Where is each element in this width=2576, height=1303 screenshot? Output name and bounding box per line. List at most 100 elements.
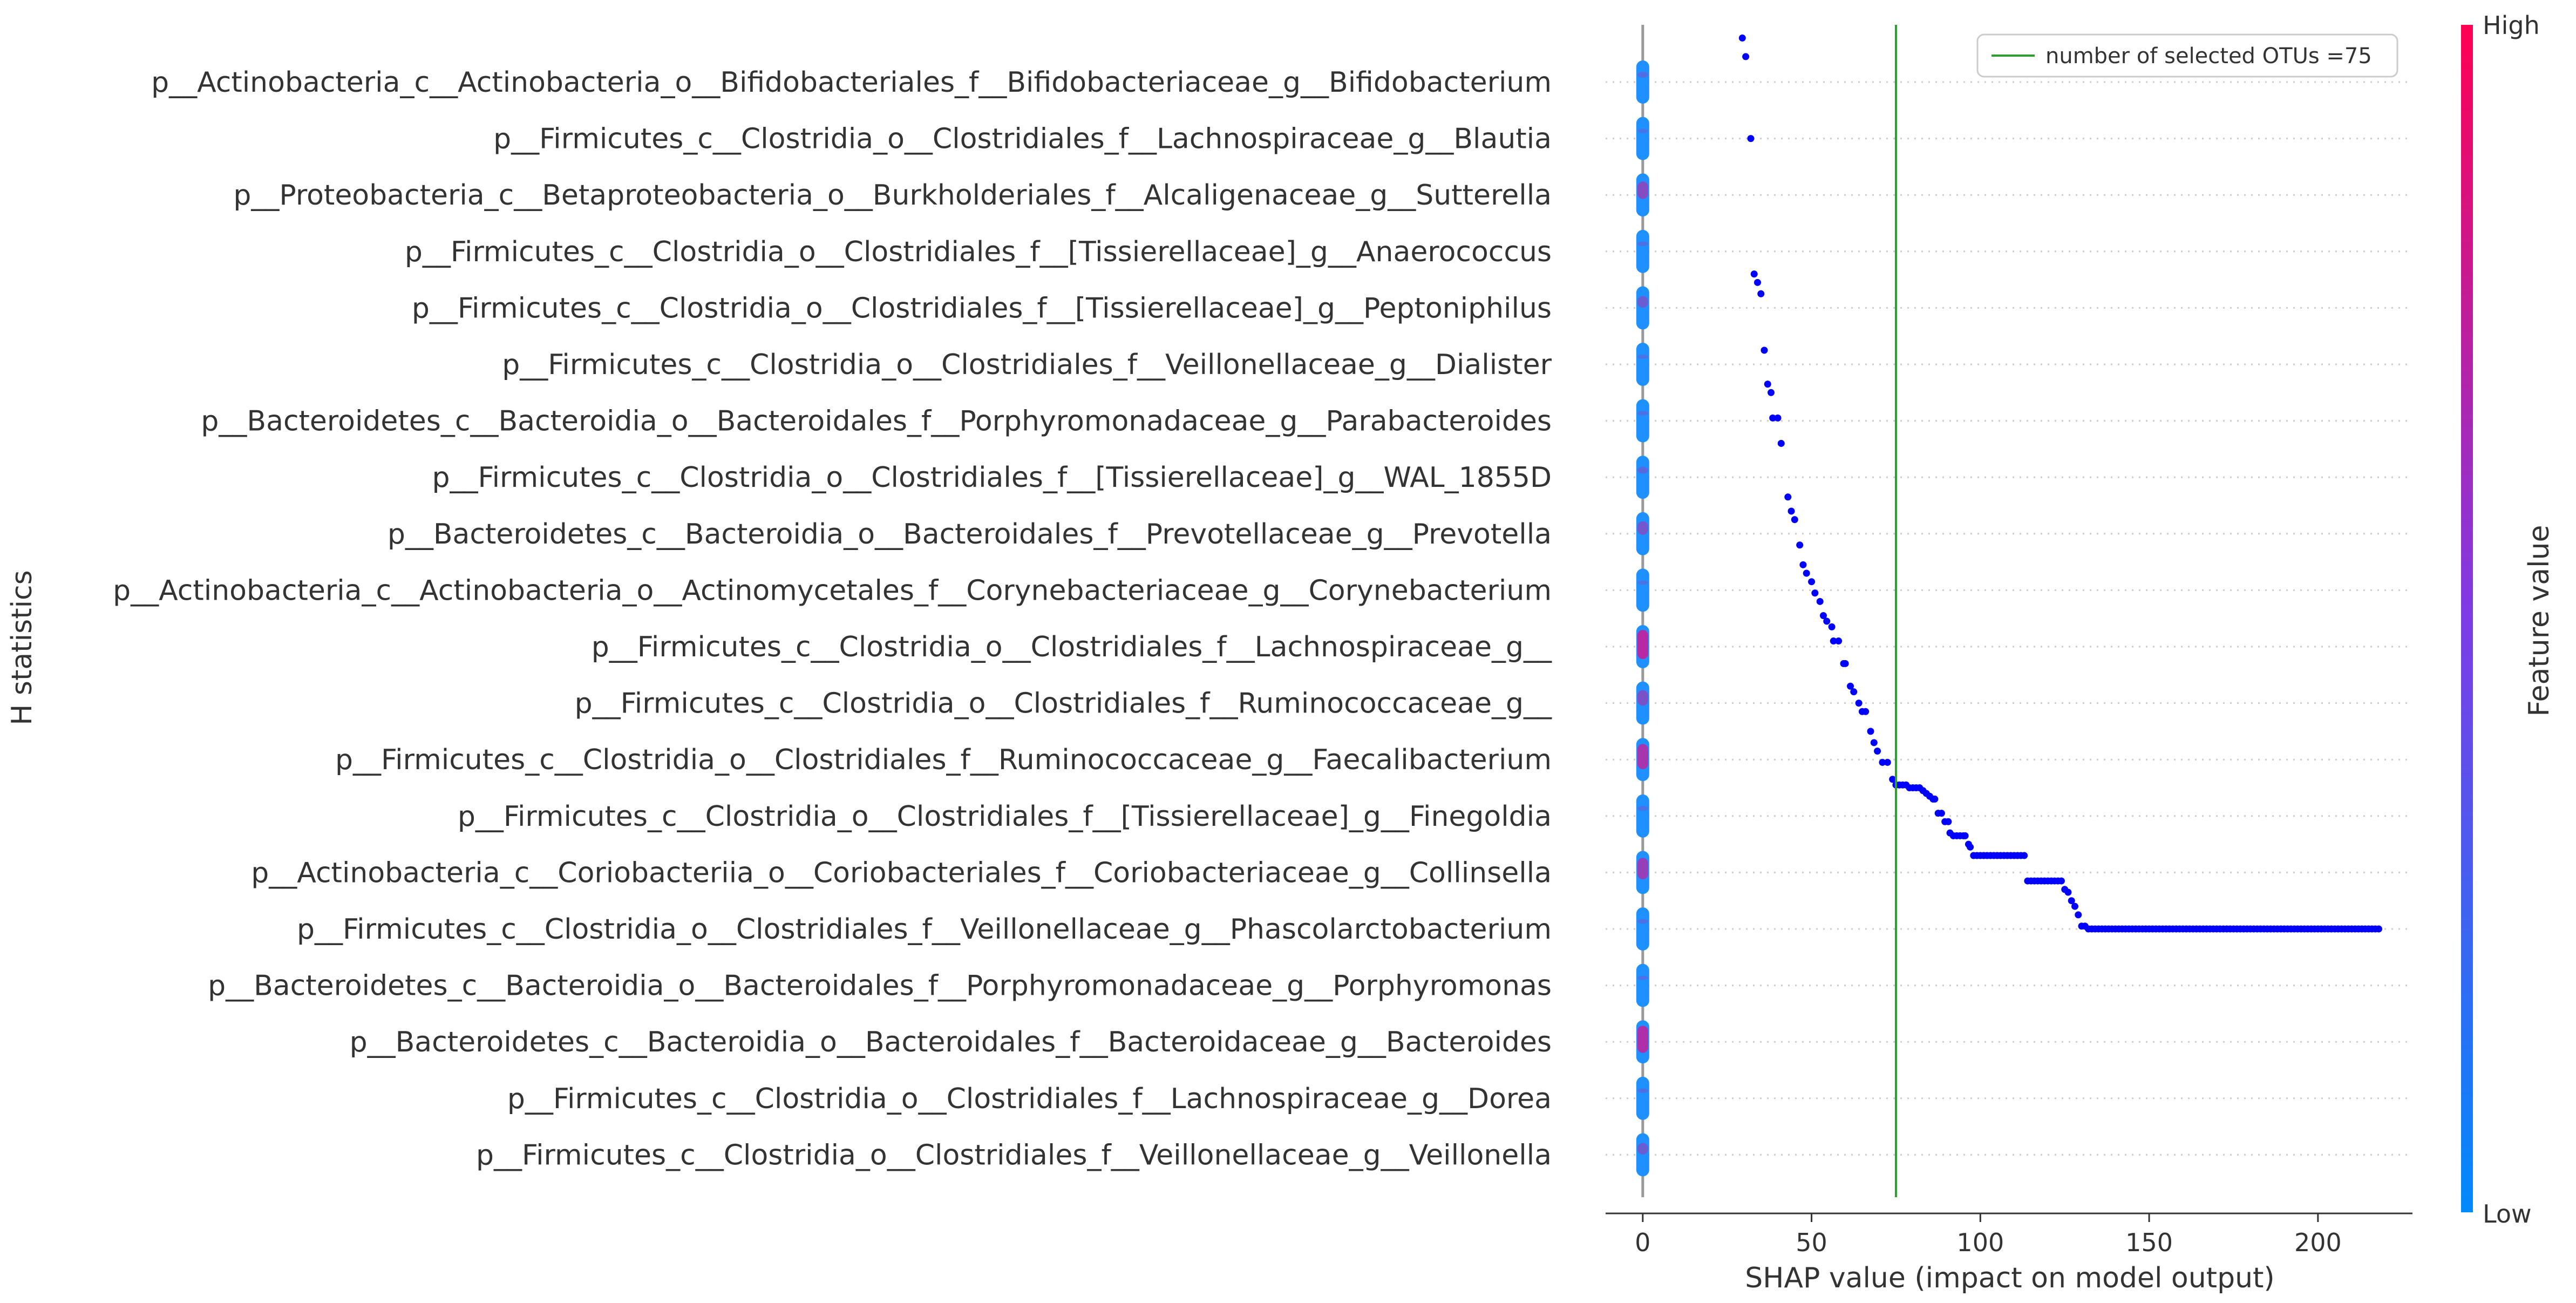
feature-label: p__Firmicutes_c__Clostridia_o__Clostridi… <box>458 800 1552 833</box>
shap-cluster-high-values <box>1637 128 1648 133</box>
x-tick-label: 150 <box>2125 1228 2173 1257</box>
shap-cluster <box>1636 229 1649 273</box>
feature-label: p__Bacteroidetes_c__Bacteroidia_o__Bacte… <box>388 518 1552 551</box>
curve-point <box>1819 612 1827 619</box>
shap-cluster-high-values <box>1637 72 1648 78</box>
curve-point <box>2021 852 2028 859</box>
y-axis-title: H statistics <box>6 570 38 725</box>
shap-cluster-high-values <box>1637 690 1648 706</box>
curve-point <box>1774 414 1782 422</box>
shap-cluster <box>1636 1133 1649 1177</box>
legend: number of selected OTUs =75 <box>1976 33 2398 78</box>
colorbar-gradient <box>2461 25 2473 1212</box>
curve-point <box>1879 758 1886 766</box>
curve-point <box>1769 414 1777 422</box>
curve-point <box>1747 135 1755 142</box>
otu-selection-curve <box>1738 34 2382 933</box>
curve-point <box>1884 758 1891 766</box>
x-tick-label: 100 <box>1956 1228 2004 1257</box>
curve-point <box>1768 389 1775 396</box>
feature-label: p__Actinobacteria_c__Actinobacteria_o__B… <box>151 66 1552 99</box>
feature-label: p__Firmicutes_c__Clostridia_o__Clostridi… <box>432 462 1552 494</box>
curve-point <box>1847 682 1854 690</box>
shap-cluster-high-values <box>1637 411 1648 416</box>
feature-label: p__Actinobacteria_c__Actinobacteria_o__A… <box>113 574 1552 607</box>
curve-point <box>1931 795 1939 803</box>
curve-point <box>1784 493 1792 501</box>
curve-point <box>1862 708 1870 715</box>
legend-label: number of selected OTUs =75 <box>2045 44 2372 69</box>
feature-label: p__Bacteroidetes_c__Bacteroidia_o__Bacte… <box>201 405 1552 438</box>
curve-point <box>2375 925 2382 933</box>
curve-point <box>1750 270 1758 278</box>
curve-point <box>1841 660 1849 667</box>
feature-label: p__Bacteroidetes_c__Bacteroidia_o__Bacte… <box>350 1026 1552 1058</box>
curve-point <box>1938 810 1945 817</box>
shap-cluster <box>1636 343 1649 386</box>
curve-point <box>1808 578 1816 586</box>
shap-cluster <box>1636 1076 1649 1120</box>
shap-cluster <box>1636 117 1649 160</box>
curve-point <box>2068 897 2075 905</box>
shap-cluster <box>1636 60 1649 104</box>
curve-point <box>1961 832 1969 839</box>
colorbar-high-label: High <box>2483 11 2540 40</box>
curve-point <box>1799 561 1807 568</box>
curve-point <box>1791 516 1798 524</box>
curve-point <box>1761 347 1768 354</box>
shap-cluster-high-values <box>1637 1143 1648 1155</box>
curve-point <box>1945 818 1952 825</box>
shap-cluster-high-values <box>1637 355 1648 359</box>
row-guides <box>1606 81 2412 1156</box>
curve-point <box>1874 748 1881 755</box>
feature-label: p__Actinobacteria_c__Coriobacteriia_o__C… <box>251 857 1552 889</box>
curve-point <box>1757 290 1765 297</box>
colorbar-title: Feature value <box>2523 525 2555 716</box>
curve-point <box>2071 902 2078 910</box>
shap-cluster-high-values <box>1637 806 1648 811</box>
shap-cluster-high-values <box>1637 181 1648 199</box>
curve-point <box>1835 637 1843 645</box>
curve-point <box>1787 507 1795 515</box>
shap-cluster <box>1636 399 1649 443</box>
feature-label: p__Firmicutes_c__Clostridia_o__Clostridi… <box>476 1139 1552 1171</box>
shap-cluster-high-values <box>1637 241 1648 247</box>
curve-point <box>1811 589 1819 597</box>
shap-cluster <box>1636 286 1649 330</box>
shap-cluster-high-values <box>1637 580 1648 585</box>
feature-label: p__Firmicutes_c__Clostridia_o__Clostridi… <box>493 123 1552 155</box>
curve-point <box>1823 617 1831 625</box>
x-tick-label: 0 <box>1635 1228 1650 1257</box>
x-axis-title: SHAP value (impact on model output) <box>1745 1262 2274 1294</box>
curve-point <box>1850 688 1858 696</box>
curve-point <box>2075 911 2082 919</box>
shap-cluster-high-values <box>1637 744 1648 769</box>
shap-cluster-high-values <box>1637 1088 1648 1094</box>
curve-point <box>1796 541 1804 549</box>
colorbar-low-label: Low <box>2483 1199 2532 1229</box>
shap-cluster <box>1636 794 1649 838</box>
shap-clusters <box>1636 60 1649 1177</box>
x-tick-label: 200 <box>2294 1228 2342 1257</box>
shap-cluster-high-values <box>1637 975 1648 980</box>
curve-point <box>1855 700 1863 707</box>
feature-label: p__Firmicutes_c__Clostridia_o__Clostridi… <box>335 744 1552 776</box>
feature-label: p__Firmicutes_c__Clostridia_o__Clostridi… <box>502 349 1552 381</box>
feature-label: p__Proteobacteria_c__Betaproteobacteria_… <box>233 179 1552 212</box>
shap-cluster-high-values <box>1637 858 1648 879</box>
curve-point <box>1738 34 1746 42</box>
curve-point <box>1742 53 1750 60</box>
curve-point <box>1764 381 1771 388</box>
shap-cluster <box>1636 456 1649 499</box>
curve-point <box>1867 728 1874 735</box>
feature-label: p__Firmicutes_c__Clostridia_o__Clostridi… <box>592 631 1552 663</box>
feature-label: p__Firmicutes_c__Clostridia_o__Clostridi… <box>575 688 1552 720</box>
feature-labels: p__Actinobacteria_c__Actinobacteria_o__B… <box>113 66 1552 1171</box>
curve-point <box>2064 888 2072 896</box>
feature-label: p__Firmicutes_c__Clostridia_o__Clostridi… <box>412 292 1552 324</box>
curve-point <box>1753 279 1761 286</box>
feature-label: p__Bacteroidetes_c__Bacteroidia_o__Bacte… <box>208 970 1552 1002</box>
x-tick-label: 50 <box>1796 1228 1827 1257</box>
curve-point <box>1889 776 1897 783</box>
